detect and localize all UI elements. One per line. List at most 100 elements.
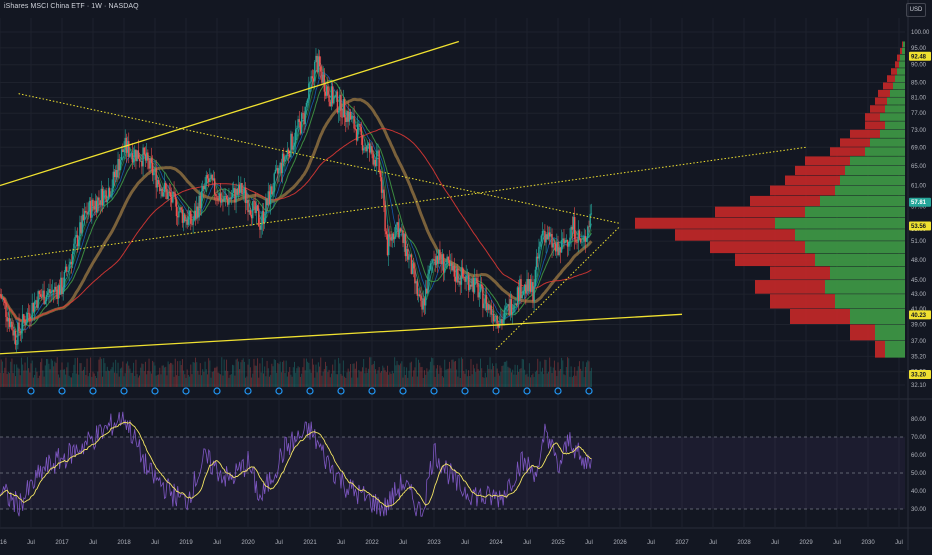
- volume-bar: [505, 361, 507, 387]
- volume-bar: [291, 376, 293, 387]
- volume-bar: [20, 357, 22, 387]
- volume-bar: [153, 362, 155, 387]
- volume-bar: [381, 371, 383, 387]
- volume-bar: [485, 377, 487, 387]
- volume-bar: [242, 358, 244, 387]
- candle-body: [145, 152, 148, 161]
- volume-bar: [0, 359, 2, 387]
- candle-body: [263, 218, 266, 224]
- volume-bar: [31, 360, 33, 387]
- volume-bar: [326, 365, 328, 387]
- candle-body: [151, 162, 154, 176]
- dividend-marker: [492, 387, 500, 395]
- volume-bar: [476, 363, 478, 387]
- candle-body: [283, 153, 285, 162]
- candle-body: [88, 200, 91, 212]
- volume-bar: [514, 364, 516, 387]
- candle-body: [427, 273, 429, 294]
- candle-body: [52, 290, 55, 292]
- volume-bar: [508, 367, 510, 387]
- candle-body: [547, 232, 550, 240]
- volume-bar: [243, 361, 245, 387]
- volume-bar: [521, 358, 523, 387]
- volume-bar: [62, 369, 64, 387]
- vp-bar-down: [715, 206, 805, 218]
- volume-bar: [41, 358, 43, 387]
- candle-body: [277, 168, 279, 174]
- candle-body: [377, 150, 379, 152]
- candle-body: [477, 283, 479, 298]
- volume-bar: [528, 363, 530, 387]
- candle-body: [460, 267, 463, 285]
- vp-bar-up: [890, 89, 905, 97]
- candle-body: [215, 194, 217, 196]
- candle-body: [153, 172, 155, 176]
- volume-bar: [334, 359, 336, 387]
- volume-bar: [65, 374, 67, 387]
- volume-bar: [77, 357, 78, 387]
- volume-bar: [42, 370, 44, 387]
- volume-bar: [450, 368, 452, 387]
- candle-body: [309, 81, 311, 84]
- volume-bar: [474, 368, 476, 387]
- candle-body: [61, 277, 63, 294]
- candle-body: [398, 228, 401, 238]
- candle-body: [581, 241, 583, 243]
- time-tick-label: Jul: [709, 540, 717, 546]
- candle-body: [104, 190, 106, 192]
- candle-body: [166, 188, 168, 200]
- candle-body: [42, 290, 44, 297]
- candle-body: [570, 226, 572, 238]
- price-tick-label: 81.00: [911, 95, 927, 101]
- volume-bar: [74, 358, 76, 387]
- candle-body: [519, 279, 521, 301]
- candle-body: [13, 330, 16, 336]
- candle-body: [259, 225, 261, 230]
- candle-body: [212, 178, 215, 181]
- volume-bar: [211, 371, 213, 387]
- candle-body: [203, 186, 205, 190]
- candle-body: [106, 199, 109, 203]
- time-tick-label: Jul: [647, 540, 655, 546]
- candle-body: [445, 264, 447, 268]
- volume-bar: [429, 361, 431, 387]
- time-tick-label: 2021: [303, 540, 317, 546]
- volume-bar: [428, 369, 430, 387]
- candle-body: [340, 94, 342, 118]
- currency-button[interactable]: USD: [906, 3, 926, 17]
- volume-bar: [414, 367, 416, 387]
- volume-bar: [377, 370, 379, 387]
- candle-body: [556, 242, 558, 252]
- candle-body: [98, 197, 100, 201]
- volume-bar: [468, 370, 470, 387]
- candle-body: [485, 295, 488, 311]
- volume-bar: [391, 370, 393, 387]
- volume-bar: [214, 367, 216, 387]
- volume-bar: [571, 377, 573, 387]
- volume-bar: [401, 361, 403, 387]
- candle-body: [303, 113, 305, 125]
- volume-bar: [251, 377, 253, 387]
- candle-body: [120, 149, 123, 161]
- candle-body: [552, 243, 554, 248]
- vp-bar-up: [893, 82, 905, 90]
- volume-bar: [576, 370, 578, 387]
- candle-body: [246, 200, 248, 204]
- candle-body: [39, 294, 42, 297]
- price-axis: 100.00 95.00 90.00 85.00 81.00 77.00 73.00 69.0…: [911, 30, 930, 389]
- candle-body: [510, 299, 513, 315]
- volume-bar: [249, 367, 251, 387]
- dividend-marker: [120, 387, 128, 395]
- price-tick-label: 85.00: [911, 80, 927, 86]
- candle-body: [546, 234, 548, 240]
- volume-bar: [530, 377, 532, 387]
- price-tick-label: 61.00: [911, 184, 927, 190]
- volume-bar: [584, 366, 586, 387]
- vp-bar-down: [770, 294, 835, 309]
- candle-body: [280, 162, 283, 174]
- candle-body: [141, 160, 143, 167]
- vp-bar-down: [790, 308, 850, 325]
- candle-body: [218, 193, 221, 201]
- candle-body: [520, 279, 522, 299]
